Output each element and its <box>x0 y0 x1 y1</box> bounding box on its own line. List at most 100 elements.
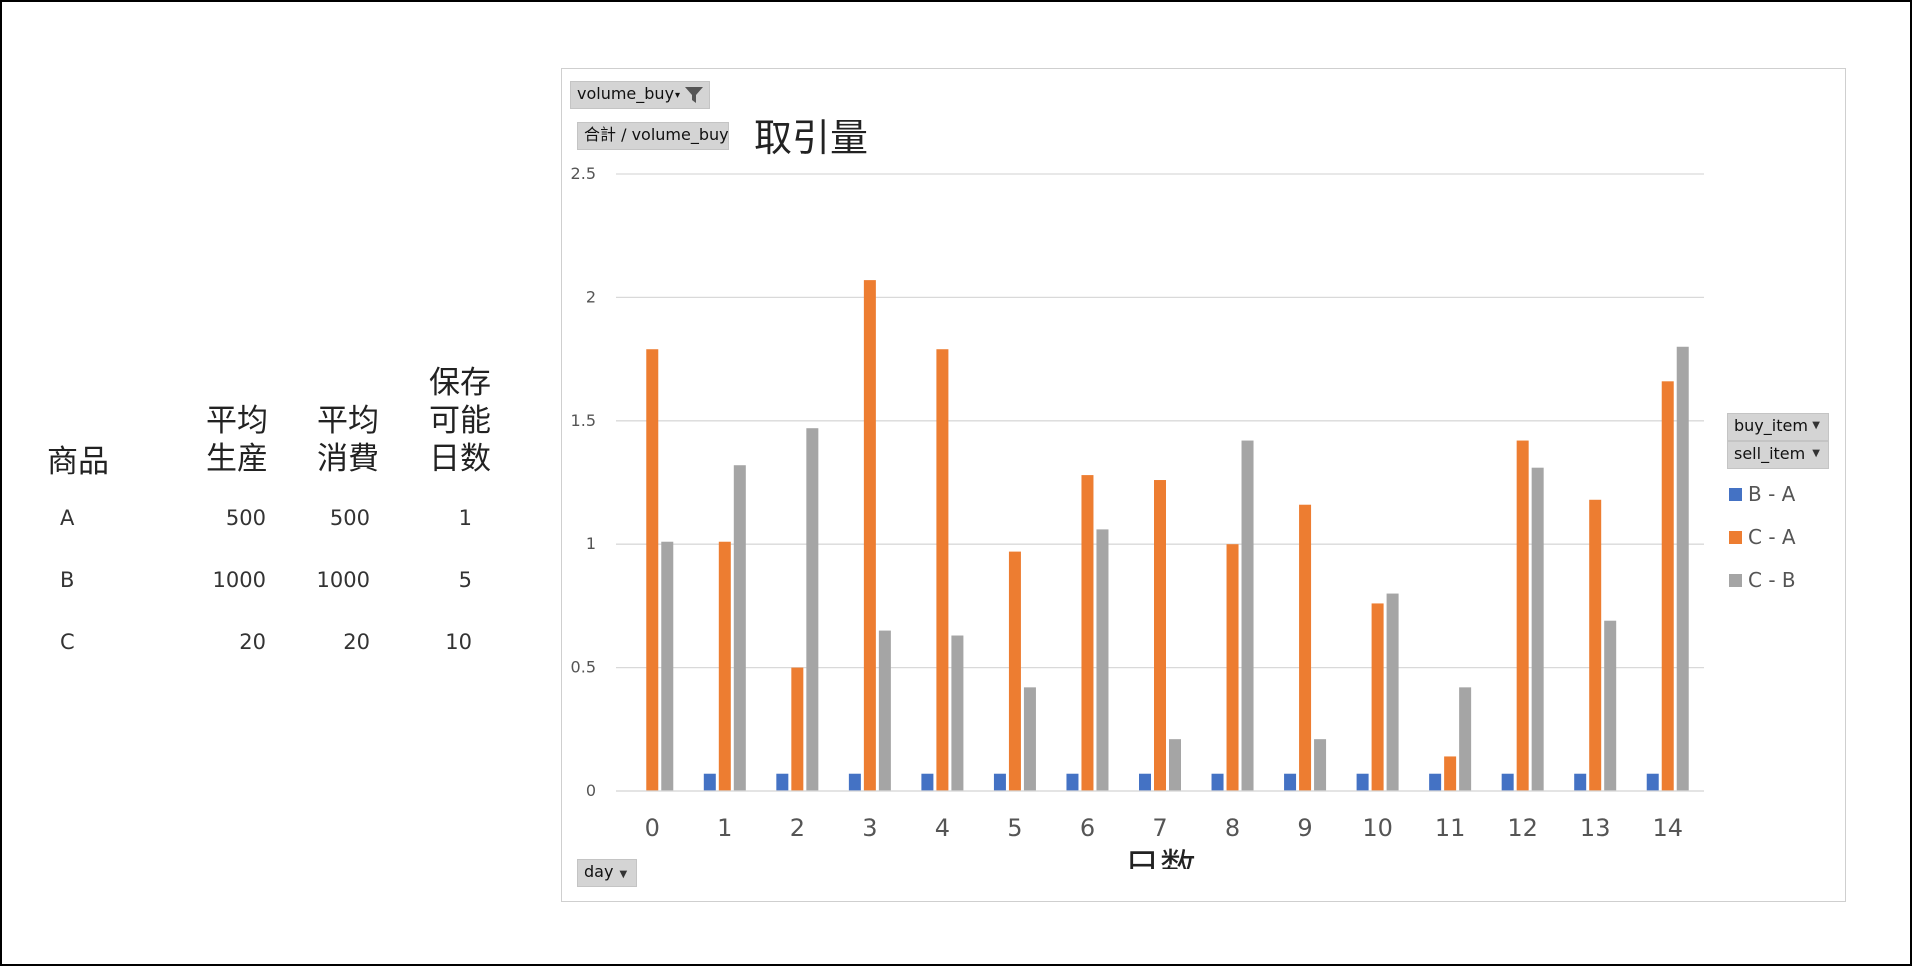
bar <box>1531 467 1544 791</box>
y-tick-label: 0.5 <box>571 658 596 677</box>
bar <box>1676 346 1689 791</box>
bar <box>1081 475 1094 791</box>
cell-avg-consumption: 1000 <box>316 568 370 592</box>
bar <box>1023 687 1036 791</box>
value-field-button[interactable]: 合計 / volume_buy <box>577 122 729 150</box>
filter-icon <box>685 87 703 103</box>
bar <box>1429 773 1442 791</box>
x-tick-label: 12 <box>1507 814 1538 842</box>
bar <box>1589 499 1602 791</box>
x-tick-label: 3 <box>862 814 877 842</box>
legend-field-button-sell[interactable]: sell_item ▼ <box>1727 441 1829 469</box>
axis-field-label: day <box>584 862 614 881</box>
legend-swatch <box>1729 487 1742 501</box>
chevron-down-icon: ▼ <box>1812 420 1820 431</box>
x-tick-label: 9 <box>1297 814 1312 842</box>
x-tick-label: 0 <box>645 814 660 842</box>
x-tick-label: 4 <box>935 814 950 842</box>
bar <box>848 773 861 791</box>
x-tick-label: 1 <box>717 814 732 842</box>
bar <box>791 667 804 791</box>
header-storable-days: 保存 可能 日数 <box>429 365 491 477</box>
bar <box>993 773 1006 791</box>
bar <box>1516 440 1529 791</box>
y-tick-label: 1.5 <box>571 411 596 430</box>
legend-item: C - B <box>1729 568 1796 592</box>
bar <box>1299 504 1312 791</box>
bar <box>733 465 746 791</box>
x-tick-label: 2 <box>790 814 805 842</box>
bar <box>863 280 876 791</box>
dropdown-arrow-icon: ▾ <box>675 90 681 101</box>
bar <box>1501 773 1514 791</box>
header-product: 商品 <box>47 444 109 480</box>
bar <box>1646 773 1659 791</box>
cell-avg-production: 1000 <box>212 568 266 592</box>
y-tick-label: 2.5 <box>571 164 596 183</box>
bar <box>1169 739 1181 791</box>
legend-swatch <box>1729 530 1742 544</box>
bar <box>1096 529 1109 791</box>
bar <box>1661 381 1674 791</box>
legend-label: C - B <box>1748 568 1796 592</box>
chart-title: 取引量 <box>754 116 869 160</box>
bar <box>703 773 716 791</box>
cell-product: A <box>60 506 75 530</box>
bar <box>1604 620 1617 791</box>
legend-field-button-buy[interactable]: buy_item ▼ <box>1727 413 1829 441</box>
cell-storable-days: 5 <box>458 568 472 592</box>
legend-label: B - A <box>1748 482 1796 506</box>
bar <box>1211 773 1224 791</box>
legend-item: B - A <box>1729 482 1795 506</box>
pivot-chart[interactable]: volume_buy ▾ 合計 / volume_buy 取引量 0 0.5 1 1.… <box>561 68 1846 902</box>
y-tick-label: 0 <box>586 781 596 800</box>
x-tick-label: 13 <box>1580 814 1611 842</box>
legend-swatch <box>1729 573 1742 587</box>
x-tick-label: 10 <box>1362 814 1393 842</box>
bar <box>936 349 949 791</box>
legend-item: C - A <box>1729 525 1796 549</box>
bar <box>1139 773 1151 791</box>
legend-field-label: sell_item <box>1734 444 1806 463</box>
legend-field-label: buy_item <box>1734 416 1808 435</box>
bar <box>661 541 674 791</box>
cell-product: C <box>60 630 75 654</box>
x-tick-label: 14 <box>1652 814 1683 842</box>
chevron-down-icon: ▼ <box>619 869 628 880</box>
bar <box>1444 756 1457 791</box>
filter-field-label: volume_buy <box>577 84 675 103</box>
bar <box>1066 773 1079 791</box>
cell-storable-days: 1 <box>458 506 472 530</box>
cell-avg-production: 20 <box>239 630 266 654</box>
x-tick-label: 5 <box>1007 814 1022 842</box>
bar <box>718 541 731 791</box>
bar <box>776 773 789 791</box>
legend-label: C - A <box>1748 525 1796 549</box>
bar <box>1371 603 1384 791</box>
x-axis-title: 日数 <box>1124 847 1196 869</box>
bar <box>806 428 819 791</box>
x-tick-label: 8 <box>1225 814 1240 842</box>
cell-avg-production: 500 <box>225 506 266 530</box>
bar <box>1226 544 1239 791</box>
filter-field-button[interactable]: volume_buy ▾ <box>570 81 710 109</box>
x-tick-label: 11 <box>1435 814 1466 842</box>
bar <box>1386 593 1399 791</box>
header-avg-consumption: 平均 消費 <box>317 403 379 477</box>
bar <box>1008 551 1021 791</box>
bar <box>878 630 891 791</box>
y-tick-label: 1 <box>586 534 596 553</box>
value-field-label: 合計 / volume_buy <box>584 125 729 144</box>
cell-avg-consumption: 20 <box>343 630 370 654</box>
bar <box>646 349 659 791</box>
x-tick-label: 7 <box>1152 814 1167 842</box>
chevron-down-icon: ▼ <box>1812 448 1820 459</box>
bar <box>1241 440 1254 791</box>
axis-field-button[interactable]: day ▼ <box>577 859 637 887</box>
x-tick-label: 6 <box>1080 814 1095 842</box>
cell-storable-days: 10 <box>445 630 472 654</box>
bar <box>921 773 934 791</box>
bar <box>951 635 964 791</box>
